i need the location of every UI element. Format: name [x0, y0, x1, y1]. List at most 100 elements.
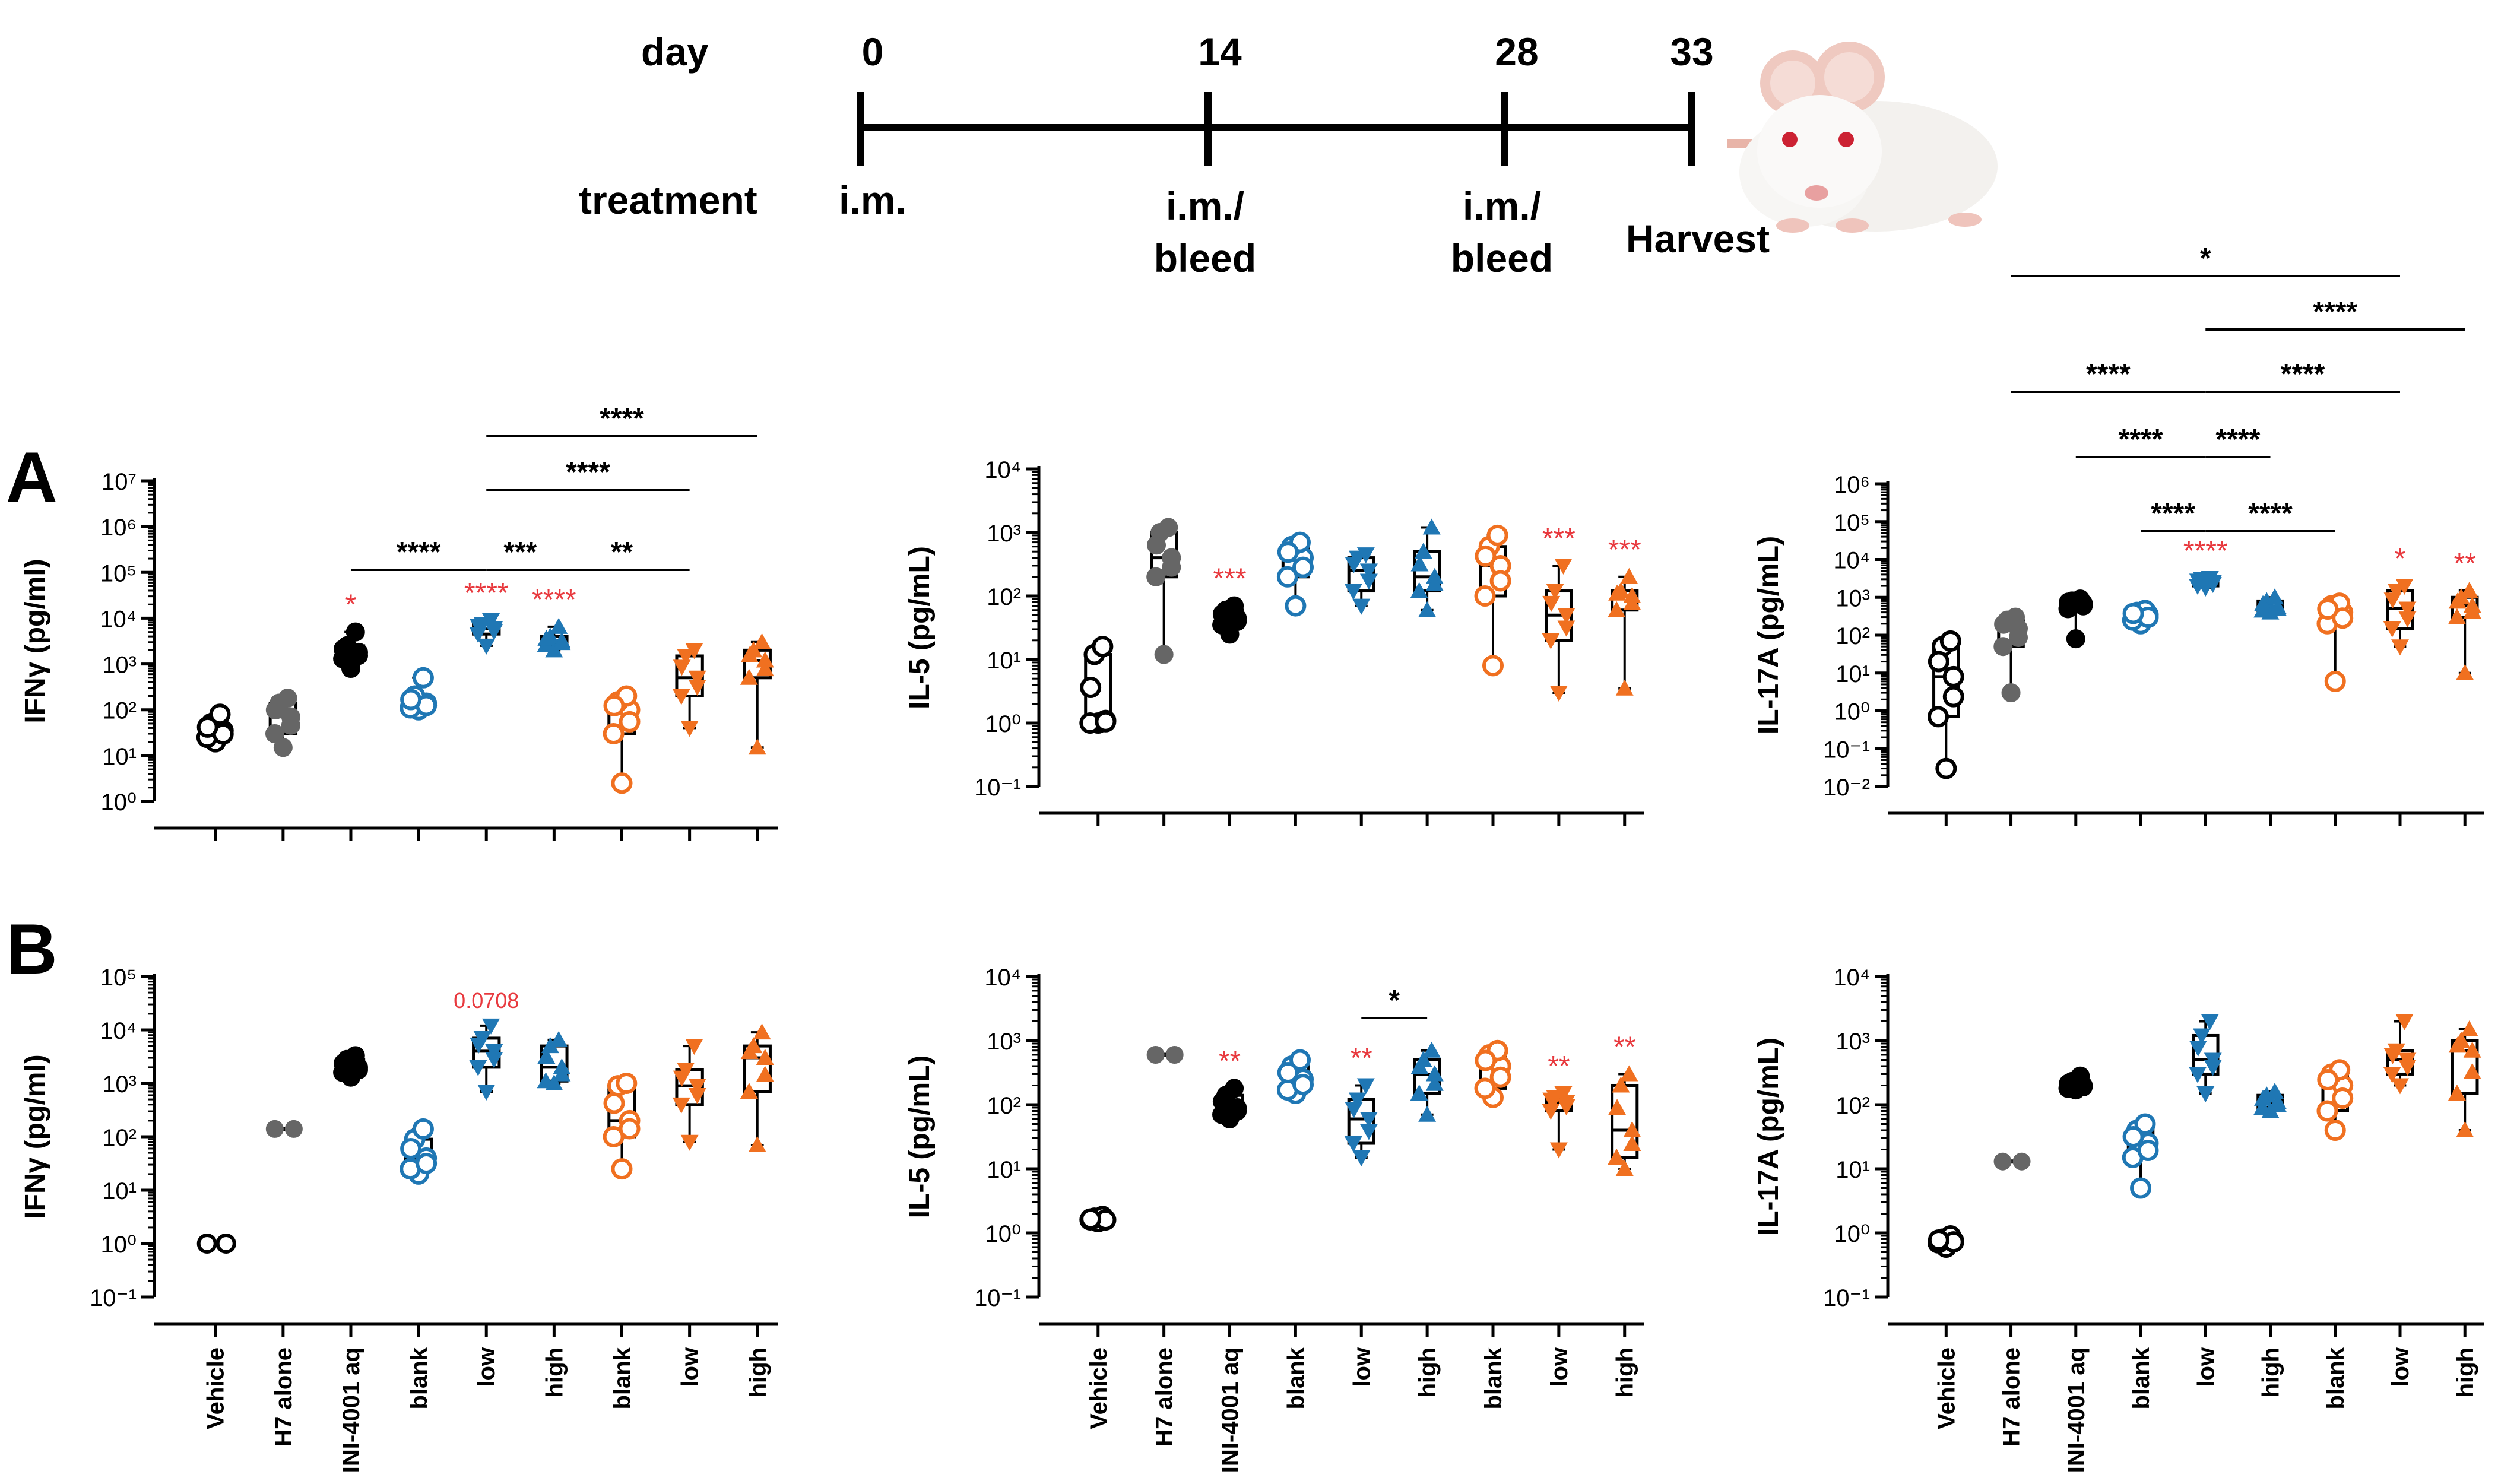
- data-point: [2059, 592, 2078, 612]
- box-h7-alone: [1146, 1045, 1184, 1064]
- data-point: [748, 738, 766, 755]
- data-point: [265, 700, 285, 720]
- box-vehicle: [1928, 630, 1964, 779]
- y-tick-label: 10⁴: [984, 965, 1021, 991]
- data-point: [2383, 621, 2401, 638]
- box-high: ***: [1608, 534, 1641, 696]
- comparison-label: ***: [503, 537, 537, 568]
- data-point: [1356, 547, 1375, 564]
- timeline-treatment-3-0: Harvest: [1626, 217, 1770, 261]
- data-point: [2268, 600, 2287, 616]
- data-point: [1228, 611, 1247, 631]
- y-tick-label: 10³: [1836, 1029, 1870, 1055]
- panel-label-b: B: [6, 909, 58, 989]
- y-tick-label: 10²: [102, 1125, 137, 1151]
- box-ini-4001-aq: [2058, 589, 2093, 649]
- data-point: [1422, 518, 1441, 535]
- box-high: **: [2448, 548, 2481, 680]
- comparison-label: ****: [2281, 359, 2325, 390]
- y-tick-label: 10²: [987, 1093, 1021, 1119]
- data-point: [2395, 579, 2414, 595]
- data-point: [1620, 567, 1638, 584]
- y-tick-label: 10⁴: [100, 606, 137, 632]
- data-point: [2254, 1089, 2272, 1106]
- box-h7-alone: [1146, 518, 1181, 664]
- box-low: [2383, 1014, 2417, 1095]
- box-blank: [603, 685, 641, 794]
- y-tick-label: 10¹: [102, 744, 137, 770]
- data-point: [2122, 603, 2144, 624]
- data-point: [2448, 1036, 2467, 1053]
- data-point: [2324, 670, 2346, 692]
- data-point: [1993, 1152, 2012, 1171]
- x-tick-label: Vehicle: [203, 1347, 229, 1429]
- comparison-label: ****: [397, 537, 441, 568]
- data-point: [1486, 524, 1508, 546]
- data-point: [619, 711, 641, 733]
- data-point: [2383, 592, 2402, 609]
- data-point: [673, 659, 691, 676]
- box-blank: [400, 1118, 438, 1185]
- data-point: [1146, 1045, 1165, 1064]
- timeline-treatment-1-1: bleed: [1154, 236, 1256, 280]
- data-point: [2196, 1086, 2215, 1102]
- data-point: [740, 1082, 758, 1099]
- data-point: [333, 639, 353, 659]
- data-point: [209, 703, 231, 725]
- y-tick-label: 10³: [987, 521, 1021, 547]
- data-point: [2463, 1063, 2481, 1079]
- data-point: [2254, 595, 2272, 611]
- comparison-label: ****: [2216, 424, 2261, 455]
- panel-label-a: A: [6, 437, 58, 517]
- data-point: [1418, 601, 1437, 617]
- data-point: [1344, 1136, 1362, 1153]
- data-point: [616, 1073, 638, 1094]
- comparison-label: ****: [2248, 498, 2293, 529]
- data-point: [1080, 677, 1102, 699]
- data-point: [1092, 636, 1114, 658]
- box-low: [1344, 547, 1378, 615]
- data-point: [2395, 1014, 2414, 1030]
- data-point: [1608, 1099, 1627, 1115]
- data-point: [1542, 595, 1561, 612]
- box-high: [740, 633, 774, 755]
- y-tick-label: 10²: [102, 698, 137, 724]
- box-low: ****: [464, 578, 509, 655]
- comparison-label: ****: [2151, 498, 2195, 529]
- y-tick-label: 10⁻¹: [90, 1285, 137, 1311]
- data-point: [1557, 608, 1575, 624]
- x-tick-label: low: [474, 1347, 500, 1387]
- data-point: [265, 724, 284, 744]
- data-point: [756, 651, 774, 668]
- data-point: [1422, 1041, 1441, 1058]
- data-point: [2324, 1119, 2346, 1141]
- comparison-label: *: [2200, 243, 2211, 274]
- data-point: [2398, 1060, 2417, 1076]
- box-high: [740, 1023, 774, 1152]
- data-point: [2188, 1067, 2207, 1083]
- data-point: [284, 1120, 303, 1138]
- data-point: [2059, 1074, 2078, 1093]
- data-point: [537, 629, 556, 646]
- data-point: [2460, 582, 2478, 598]
- x-tick-label: blank: [2128, 1347, 2154, 1409]
- y-tick-label: 10³: [102, 652, 137, 678]
- data-point: [2398, 601, 2417, 618]
- x-tick-label: low: [677, 1347, 703, 1387]
- data-point: [1549, 1142, 1568, 1159]
- data-point: [1276, 566, 1298, 588]
- data-point: [1410, 582, 1428, 598]
- box-vehicle: [1079, 636, 1117, 734]
- data-point: [2332, 1087, 2354, 1109]
- group-significance: **: [1219, 1045, 1241, 1077]
- data-point: [1623, 1121, 1641, 1137]
- data-point: [2317, 1068, 2339, 1090]
- x-tick-label: high: [745, 1347, 771, 1397]
- group-significance: ****: [532, 584, 576, 616]
- data-point: [1285, 595, 1307, 617]
- y-tick-label: 10⁰: [100, 1232, 137, 1258]
- data-point: [748, 1136, 766, 1152]
- data-point: [740, 668, 758, 685]
- data-point: [1080, 1208, 1102, 1230]
- group-significance: *: [2395, 543, 2406, 575]
